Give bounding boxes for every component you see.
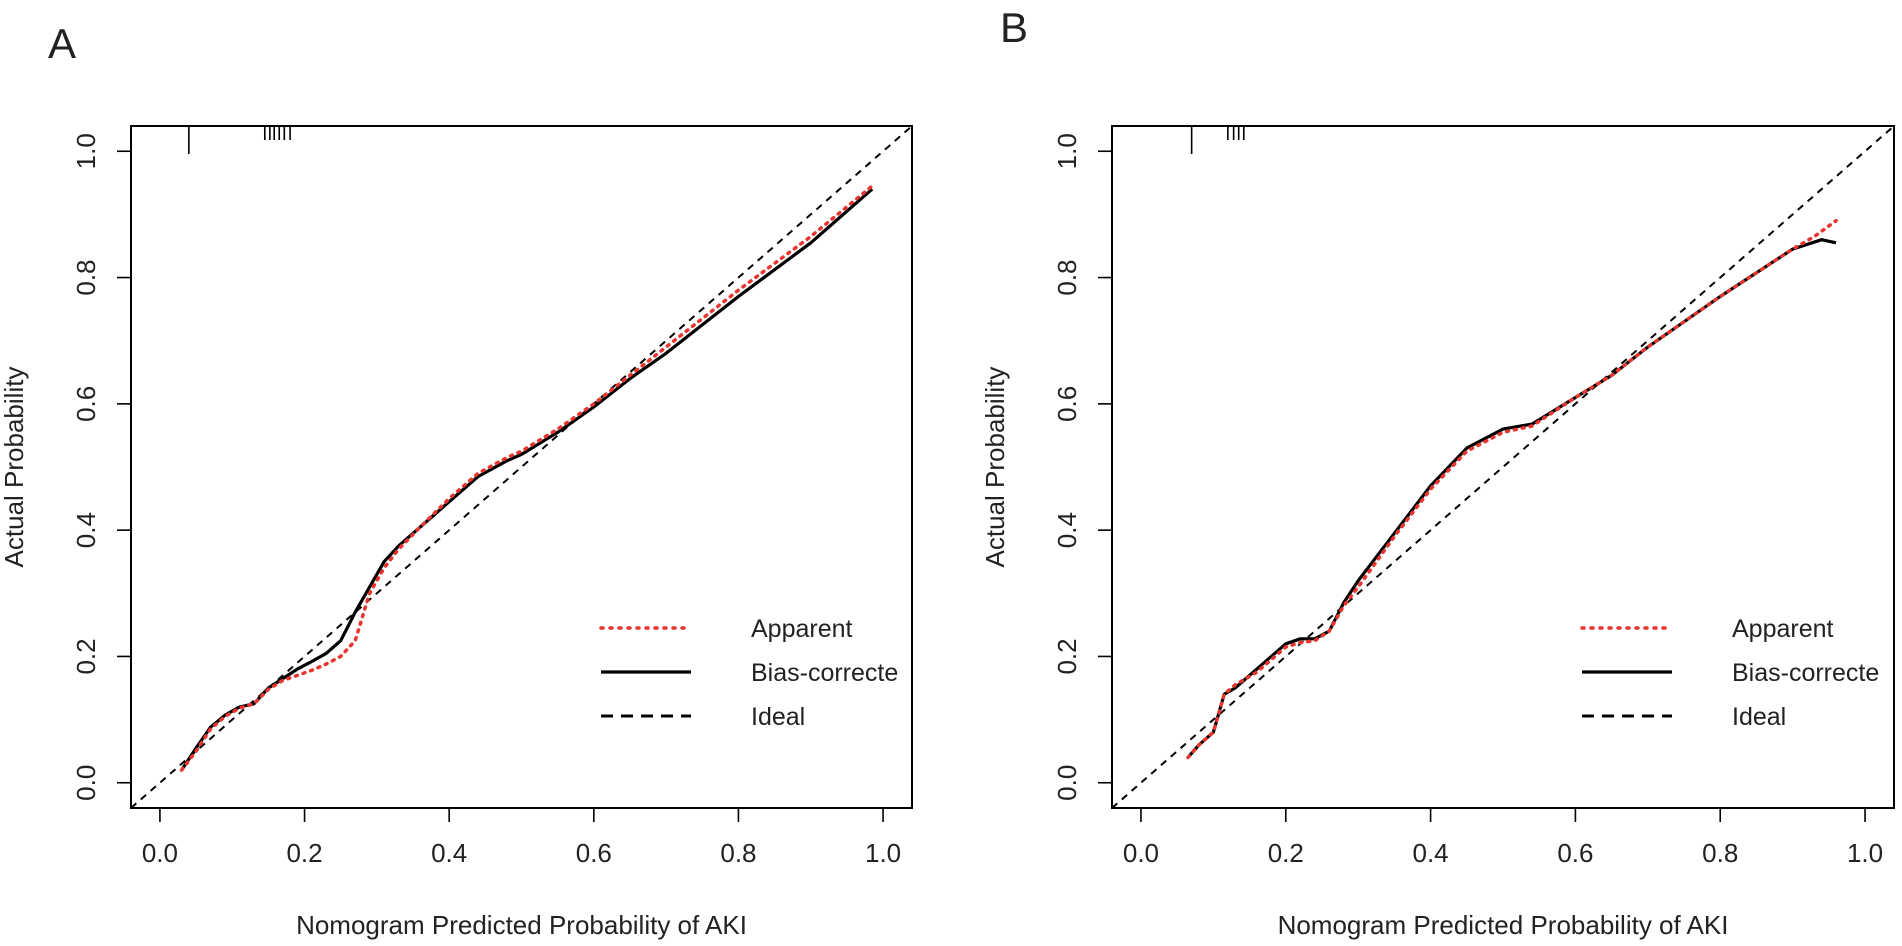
legend-label: Apparent [751,615,853,643]
y-tick-label: 0.2 [71,638,101,674]
plot-frame [130,125,913,809]
x-tick-label: 0.0 [1123,838,1159,868]
y-tick-label: 1.0 [71,133,101,169]
x-tick-label: 0.6 [576,838,612,868]
y-tick-label: 0.8 [1052,259,1082,295]
legend-label: Bias-correcte [751,659,898,687]
x-tick-label: 0.8 [1702,838,1738,868]
y-tick-label: 0.0 [1052,765,1082,801]
series-ideal [1112,126,1894,808]
x-tick-label: 0.2 [1268,838,1304,868]
y-tick-label: 0.6 [71,386,101,422]
x-tick-label: 0.0 [142,838,178,868]
y-tick-label: 0.8 [71,259,101,295]
plot-frame [1111,125,1895,809]
legend-label: Ideal [751,703,805,731]
y-tick-label: 0.4 [1052,512,1082,548]
x-tick-label: 1.0 [1847,838,1883,868]
x-tick-label: 0.6 [1557,838,1593,868]
x-axis-label: Nomogram Predicted Probability of AKI [296,910,747,940]
legend-label: Apparent [1732,615,1834,643]
legend-label: Ideal [1732,703,1786,731]
y-tick-label: 1.0 [1052,133,1082,169]
y-axis-label: Actual Probability [0,367,29,568]
x-axis-label: Nomogram Predicted Probability of AKI [1278,910,1729,940]
x-tick-label: 0.4 [1413,838,1449,868]
series-bias-correcte [180,187,874,771]
x-tick-label: 0.8 [720,838,756,868]
y-tick-label: 0.6 [1052,386,1082,422]
y-tick-label: 0.2 [1052,638,1082,674]
panel-a: A 0.0 0.2 0.4 0.6 0.8 1.0 0.0 0.2 0.4 0.6 0.8 1.0 Nom… [0,20,913,940]
series-apparent [179,184,874,772]
panel-b: B 0.0 0.2 0.4 0.6 0.8 1.0 0.0 0.2 0.4 0.6 0.8 1.0 Nom… [980,4,1895,940]
x-tick-label: 1.0 [865,838,901,868]
legend-label: Bias-correcte [1732,659,1879,687]
y-tick-label: 0.4 [71,512,101,548]
x-tick-label: 0.4 [431,838,467,868]
panel-label: B [1000,4,1028,51]
series-apparent [1186,218,1838,760]
x-tick-label: 0.2 [286,838,322,868]
panel-label: A [48,20,76,67]
y-tick-label: 0.0 [71,765,101,801]
y-axis-label: Actual Probability [980,367,1010,568]
